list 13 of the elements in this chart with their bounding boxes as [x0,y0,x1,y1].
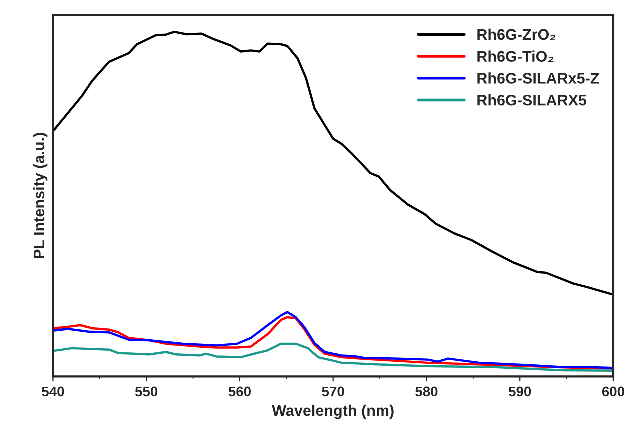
x-axis-title: Wavelength (nm) [272,404,394,420]
legend-label: Rh6G-SILARx5-Z [478,72,600,84]
x-tick-label: 540 [42,386,64,397]
x-tick-label: 580 [416,386,438,397]
legend-label: Rh6G-TiO₂ [478,50,554,62]
legend-label: Rh6G-SILARX5 [478,94,587,106]
x-tick-label: 590 [508,386,532,397]
x-tick-label: 570 [322,386,344,397]
x-tick-label: 550 [135,386,158,397]
x-tick-label: 600 [602,386,624,397]
y-axis-title: PL Intensity (a.u.) [33,133,48,258]
x-tick-label: 560 [228,386,251,397]
legend-label: Rh6G-ZrO₂ [478,28,556,40]
